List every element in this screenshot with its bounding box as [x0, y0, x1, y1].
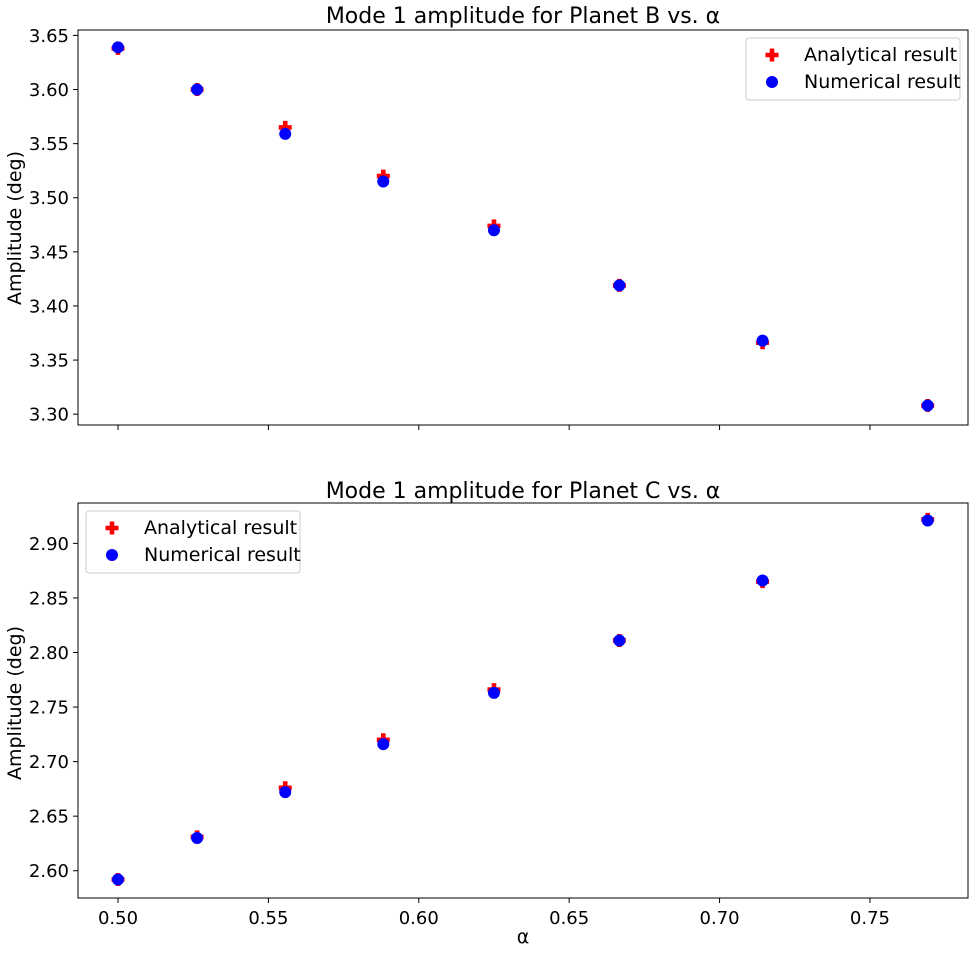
y-tick-label: 2.70 — [29, 752, 69, 773]
analytical-point — [278, 120, 292, 134]
numerical-point — [191, 831, 204, 844]
legend-marker — [106, 549, 118, 561]
subplot-planet-c: Mode 1 amplitude for Planet C vs. α Ampl… — [4, 479, 969, 948]
x-tick-label: 0.65 — [549, 908, 589, 929]
numerical-point — [921, 399, 934, 412]
y-tick-label: 3.55 — [29, 134, 69, 155]
x-tick-label: 0.50 — [98, 908, 138, 929]
y-tick-label: 3.50 — [29, 188, 69, 209]
numerical-point — [921, 514, 934, 527]
y-tick-label: 2.80 — [29, 643, 69, 664]
y-tick-label: 3.35 — [29, 351, 69, 372]
subplot-planet-b: Mode 1 amplitude for Planet B vs. α Ampl… — [4, 4, 969, 430]
numerical-point — [377, 738, 390, 751]
legend-label: Analytical result — [144, 517, 297, 539]
legend-label: Numerical result — [144, 544, 301, 566]
numerical-point — [112, 873, 125, 886]
plot-marks — [111, 512, 935, 886]
y-tick-label: 2.65 — [29, 807, 69, 828]
y-tick-label: 3.60 — [29, 80, 69, 101]
y-tick-label: 3.65 — [29, 26, 69, 47]
legend-box — [745, 37, 961, 101]
legend-label: Numerical result — [804, 71, 961, 93]
numerical-point — [613, 279, 626, 292]
numerical-point — [756, 574, 769, 587]
axis-ticks: 3.30 3.35 3.40 3.45 3.50 3.55 3.60 3.65 — [29, 26, 871, 430]
y-tick-label: 3.40 — [29, 296, 69, 317]
x-tick-label: 0.70 — [700, 908, 740, 929]
legend-label: Analytical result — [804, 44, 957, 66]
legend-marker — [105, 521, 119, 535]
subplot-title: Mode 1 amplitude for Planet C vs. α — [326, 479, 721, 504]
numerical-point — [279, 127, 292, 140]
x-tick-label: 0.60 — [399, 908, 439, 929]
subplot-title: Mode 1 amplitude for Planet B vs. α — [326, 4, 720, 29]
numerical-point — [613, 634, 626, 647]
x-tick-label: 0.55 — [248, 908, 288, 929]
numerical-point — [756, 334, 769, 347]
numerical-point — [112, 41, 125, 54]
y-tick-label: 2.60 — [29, 861, 69, 882]
x-axis-label: α — [517, 926, 530, 948]
axes-frame — [77, 502, 969, 899]
axes-frame — [77, 29, 969, 426]
y-tick-label: 3.45 — [29, 242, 69, 263]
y-tick-label: 2.85 — [29, 588, 69, 609]
x-tick-label: 0.75 — [850, 908, 890, 929]
legend: Analytical result Numerical result — [85, 510, 301, 574]
numerical-point — [279, 786, 292, 799]
y-axis-label: Amplitude (deg) — [4, 626, 26, 780]
legend: Analytical result Numerical result — [745, 37, 961, 101]
axis-ticks: 0.50 0.55 0.60 0.65 0.70 0.75 2.60 2.65 2.70 2.75… — [29, 534, 890, 929]
y-axis-label: Amplitude (deg) — [4, 151, 26, 305]
numerical-point — [377, 175, 390, 188]
y-tick-label: 2.75 — [29, 698, 69, 719]
numerical-point — [191, 83, 204, 96]
legend-marker — [766, 76, 778, 88]
numerical-point — [487, 224, 500, 237]
plot-marks — [111, 41, 935, 413]
legend-marker — [765, 48, 779, 62]
y-tick-label: 3.30 — [29, 405, 69, 426]
y-tick-label: 2.90 — [29, 534, 69, 555]
legend-box — [85, 510, 301, 574]
numerical-point — [487, 686, 500, 699]
